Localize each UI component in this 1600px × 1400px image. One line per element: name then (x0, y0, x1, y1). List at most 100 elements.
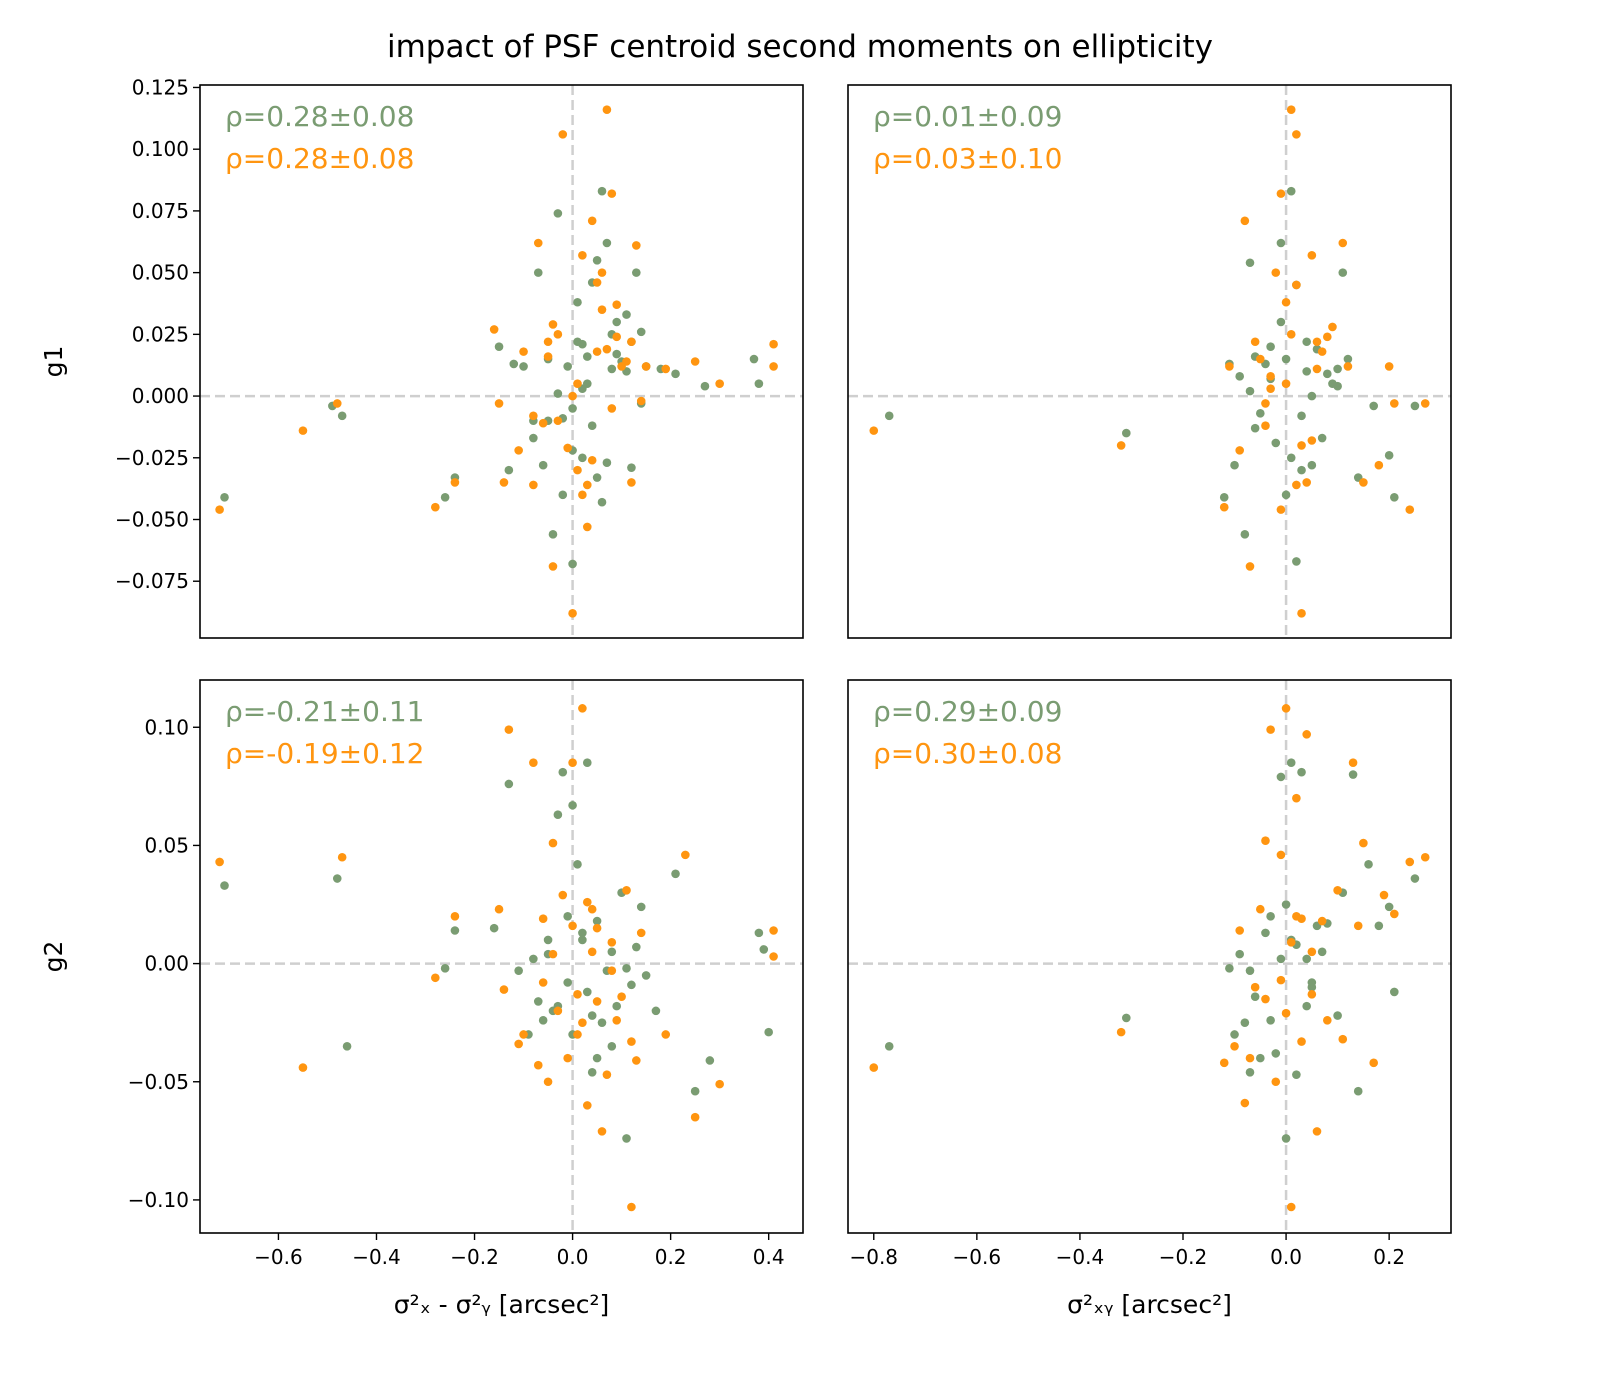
point-series1-7 (1250, 982, 1260, 992)
point-series0-3 (440, 492, 450, 502)
point-series1-9 (519, 347, 528, 356)
ytick-label: 0.05 (144, 833, 189, 857)
point-series0-7 (1245, 258, 1255, 268)
point-series0-17 (1302, 954, 1311, 964)
point-series1-15 (1292, 793, 1301, 803)
point-series1-33 (661, 364, 671, 374)
point-series0-37 (1276, 954, 1286, 964)
point-series1-36 (1297, 441, 1306, 450)
xtick-label: −0.6 (254, 1245, 303, 1269)
point-series1-36 (715, 1079, 724, 1089)
point-series0-17 (568, 559, 577, 569)
point-series0-36 (749, 354, 759, 364)
point-series0-46 (607, 1042, 617, 1051)
point-series1-0 (215, 857, 224, 867)
correlation-annotation-0: ρ=-0.21±0.11 (225, 695, 425, 728)
point-series1-5 (1240, 216, 1250, 226)
point-series0-35 (700, 381, 710, 391)
point-series1-36 (769, 339, 778, 349)
point-series1-44 (607, 966, 617, 975)
point-series0-19 (578, 339, 587, 349)
point-series1-22 (587, 904, 597, 914)
correlation-annotation-1: ρ=0.30±0.08 (873, 737, 1062, 770)
point-series1-2 (1219, 1058, 1229, 1068)
point-series1-21 (1323, 332, 1332, 342)
point-series1-4 (1235, 926, 1244, 935)
point-series0-33 (651, 1006, 661, 1016)
point-series1-22 (1333, 886, 1342, 895)
point-series1-40 (1312, 337, 1322, 347)
point-series1-32 (641, 362, 651, 371)
point-series0-26 (1343, 354, 1353, 364)
point-series0-3 (440, 964, 450, 973)
point-series1-27 (612, 1016, 622, 1025)
point-series1-47 (548, 320, 558, 329)
point-series0-28 (622, 1134, 631, 1143)
point-series1-21 (1323, 1016, 1332, 1025)
point-series0-32 (1281, 900, 1291, 909)
point-series1-10 (529, 758, 538, 768)
point-series1-37 (1307, 436, 1317, 445)
point-series0-37 (754, 379, 764, 389)
correlation-annotation-1: ρ=-0.19±0.12 (225, 737, 425, 770)
point-series0-2 (1225, 964, 1234, 973)
point-series1-26 (607, 189, 617, 198)
point-series0-38 (553, 209, 563, 218)
point-series1-8 (1256, 354, 1265, 364)
point-series1-25 (1359, 478, 1368, 487)
point-series1-28 (617, 992, 626, 1001)
point-series0-46 (636, 327, 646, 337)
point-series1-20 (1317, 347, 1327, 356)
point-series0-2 (1219, 492, 1229, 502)
point-series0-2 (342, 1042, 352, 1051)
correlation-annotation-1: ρ=0.28±0.08 (225, 142, 414, 175)
point-series1-8 (514, 446, 523, 455)
point-series1-31 (632, 1056, 641, 1065)
point-series1-4 (450, 912, 460, 921)
point-series0-32 (641, 971, 651, 980)
point-series0-41 (592, 473, 602, 482)
point-series0-40 (578, 453, 587, 463)
point-series0-25 (607, 947, 617, 957)
point-series1-25 (1353, 921, 1363, 931)
xtick-label: 0.4 (753, 1245, 785, 1269)
point-series1-34 (1297, 1037, 1306, 1046)
point-series1-32 (636, 928, 646, 938)
point-series1-24 (1343, 362, 1353, 371)
point-series1-7 (499, 478, 509, 487)
point-series1-11 (533, 238, 543, 248)
point-series0-5 (1235, 372, 1244, 381)
point-series0-18 (573, 860, 582, 869)
point-series0-14 (1281, 354, 1291, 364)
point-series1-10 (1266, 725, 1275, 734)
point-series1-46 (568, 921, 577, 931)
panel-top-right: ρ=0.01±0.09 ρ=0.03±0.10 (847, 84, 1452, 639)
ytick-label: 0.075 (132, 199, 189, 223)
ytick-label: 0.050 (132, 261, 189, 285)
point-series1-7 (504, 725, 514, 734)
point-series1-9 (519, 1030, 528, 1039)
point-series1-10 (529, 480, 538, 490)
point-series1-7 (1250, 337, 1260, 347)
point-series1-37 (1281, 1008, 1291, 1018)
axes-frame (847, 679, 1452, 1234)
point-series1-13 (1281, 704, 1291, 713)
xtick-label: −0.6 (953, 1245, 1002, 1269)
point-series1-44 (636, 396, 646, 406)
point-series1-19 (1312, 364, 1322, 374)
point-series1-38 (1307, 947, 1317, 957)
point-series0-38 (759, 945, 769, 954)
point-series0-26 (1364, 860, 1373, 869)
point-series1-26 (607, 938, 617, 947)
xlabel: σ²ₓ - σ²ᵧ [arcsec²] (394, 1290, 609, 1319)
point-series0-6 (1240, 530, 1250, 539)
point-series1-32 (1261, 994, 1270, 1004)
point-series1-52 (568, 391, 577, 401)
point-series1-30 (627, 1202, 636, 1212)
point-series0-16 (563, 912, 572, 921)
point-series0-39 (1297, 411, 1306, 421)
point-series0-36 (1286, 453, 1296, 463)
point-series0-1 (332, 874, 342, 883)
point-series1-15 (553, 1006, 563, 1016)
